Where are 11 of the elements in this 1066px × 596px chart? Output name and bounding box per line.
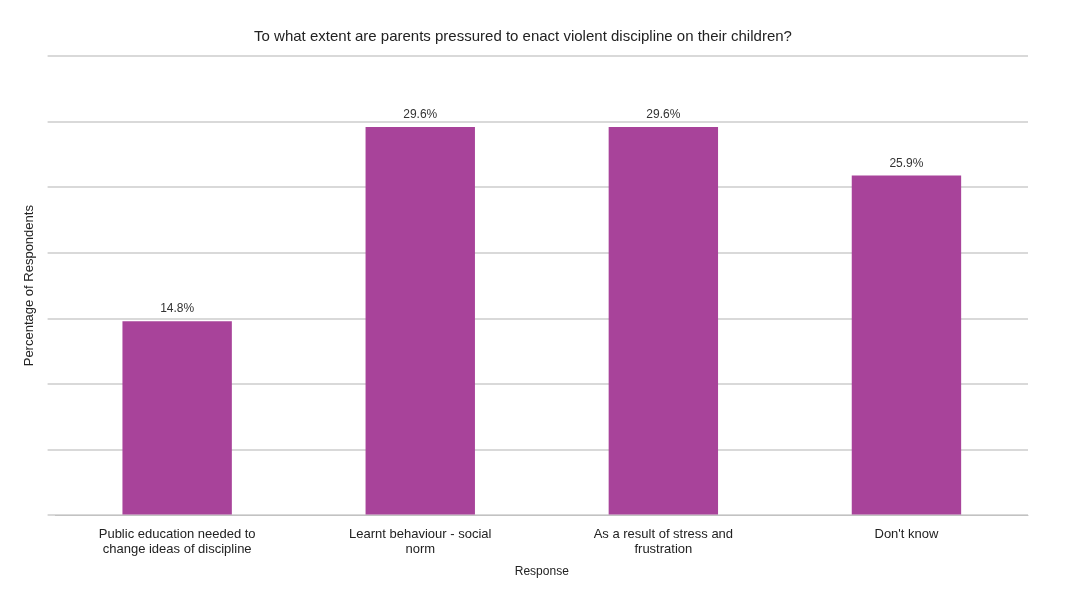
x-tick-label: Public education needed to change ideas of discipline xyxy=(98,525,256,557)
x-tick-label: As a result of stress and frustration xyxy=(593,525,734,557)
data-label: 29.6% xyxy=(403,107,438,122)
x-axis-title: Response xyxy=(514,564,570,579)
data-label: 14.8% xyxy=(160,301,195,316)
data-label: 29.6% xyxy=(646,107,681,122)
x-tick-label: Learnt behaviour - social norm xyxy=(349,525,492,557)
chart-title: To what extent are parents pressured to enact violent discipline on their children? xyxy=(254,27,792,45)
y-axis-title: Percentage of Respondents xyxy=(21,204,37,367)
x-tick-label: Don't know xyxy=(874,525,940,541)
data-label: 25.9% xyxy=(889,155,924,170)
